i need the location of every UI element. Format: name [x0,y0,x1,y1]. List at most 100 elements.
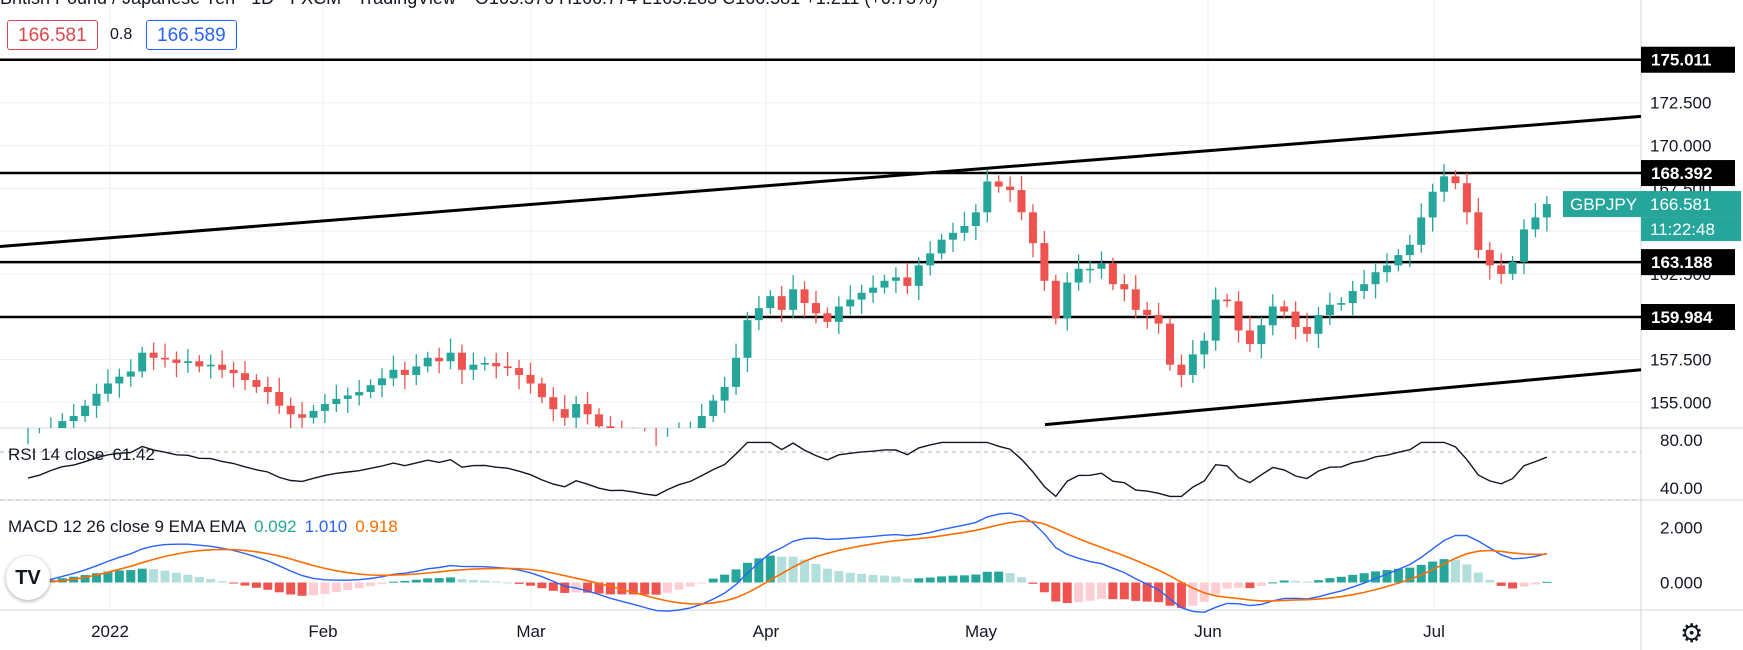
macd-histogram-bar [320,582,330,594]
candle-body [1131,289,1140,310]
macd-histogram-bar [1074,582,1084,603]
macd-histogram-bar [1211,582,1221,595]
candle-body [69,416,78,422]
macd-histogram-bar [914,578,924,583]
macd-histogram-bar [217,581,227,583]
macd-histogram-bar [126,570,136,583]
upper-trendline[interactable] [0,114,1642,249]
macd-histogram-bar [183,574,193,583]
macd-histogram-bar [1017,577,1027,583]
macd-histogram-bar [514,582,524,584]
candle-body [1371,272,1380,285]
candle-body [754,308,763,321]
price-axis[interactable]: 172.500170.000167.500165.000162.500160.0… [1563,46,1741,593]
macd-histogram-bar [491,581,501,583]
macd-histogram-bar [925,577,935,583]
level-label[interactable]: 175.011 [1651,51,1712,70]
macd-histogram-bar [583,582,593,593]
candle-body [515,368,524,375]
macd-histogram-bar [1051,582,1061,602]
candle-body [400,369,409,375]
candle-body [1040,243,1049,281]
macd-histogram-bar [137,568,147,583]
trendlines[interactable] [0,114,1642,427]
candle-body [811,303,820,314]
macd-histogram-bar [1530,582,1540,585]
macd-histogram-bar [1542,581,1552,583]
macd-histogram-bar [891,576,901,583]
macd-histogram-bar [822,568,832,583]
level-label[interactable]: 163.188 [1651,253,1712,272]
level-label[interactable]: 168.392 [1651,164,1712,183]
macd-histogram-bar [685,582,695,587]
candles [27,164,1551,446]
macd-histogram-bar [1473,572,1483,583]
macd-histogram-bar [525,582,535,586]
price-tick-label: 170.000 [1650,137,1711,156]
macd-histogram-bar [628,582,638,595]
macd-histogram-bar [194,577,204,583]
candle-body [1325,304,1334,316]
candle-body [206,364,215,367]
candle-body [1234,301,1243,331]
macd-histogram-bar [994,571,1004,583]
macd-histogram-bar [1313,580,1323,583]
macd-histogram-bar [1188,582,1198,606]
candle-body [263,386,272,393]
macd-histogram-bar [434,578,444,583]
level-label-box[interactable] [1641,303,1735,330]
candle-body [1303,326,1312,334]
macd-histogram-bar [103,571,113,583]
candle-body [389,369,398,379]
macd-histogram-bar [1519,582,1529,587]
macd-histogram-bar [1439,559,1449,583]
macd-histogram-bar [1428,561,1438,583]
macd-histogram-bar [902,578,912,583]
time-tick-label: Apr [753,622,780,641]
candle-body [252,380,261,387]
level-label-box[interactable] [1641,249,1735,276]
level-label[interactable]: 159.984 [1651,308,1713,327]
macd-histogram-bar [937,576,947,583]
candle-body [1382,265,1391,273]
countdown-box [1641,217,1741,242]
buy-price-button[interactable]: 166.589 [146,20,237,50]
tradingview-logo-icon[interactable]: TV [6,556,50,600]
candle-body [172,359,181,363]
macd-histogram-bar [446,577,456,583]
price-tick-label: 157.500 [1650,351,1711,370]
macd-histogram-bar [251,582,261,588]
time-axis[interactable]: 2022 Feb Mar Apr May Jun Jul [91,622,1445,641]
ohlc-readout: O165.376 H166.774 L165.283 C166.581 +1.2… [475,0,938,8]
gear-icon[interactable]: ⚙ [1680,618,1704,648]
candle-body [1017,190,1026,213]
candle-body [1166,323,1174,365]
candle-body [572,404,581,418]
sell-price-button[interactable]: 166.581 [7,20,98,50]
candle-body [1485,249,1494,266]
candle-body [1268,306,1277,326]
level-label-box[interactable] [1641,46,1735,73]
candle-body [1143,309,1152,316]
candle-body [275,392,284,406]
last-price-box[interactable] [1563,191,1741,218]
lower-trendline[interactable] [1044,368,1642,427]
macd-histogram-bar [1405,567,1415,583]
macd-histogram-bar [1085,582,1095,601]
countdown-label: 11:22:48 [1650,220,1715,239]
macd-histogram-bar [663,582,673,593]
macd-histogram-bar [697,582,707,584]
price-tick-label: 172.500 [1650,94,1711,113]
macd-histogram-bar [982,571,992,583]
candle-body [320,404,329,411]
candle-body [332,398,341,405]
macd-histogram-bar [1371,571,1381,583]
candle-body [1097,263,1106,269]
horizontal-levels[interactable] [0,58,1641,319]
level-label-box[interactable] [1641,160,1735,187]
macd-histogram-bar [640,582,650,595]
macd-histogram-bar [160,570,170,583]
rsi-line [27,441,1548,498]
